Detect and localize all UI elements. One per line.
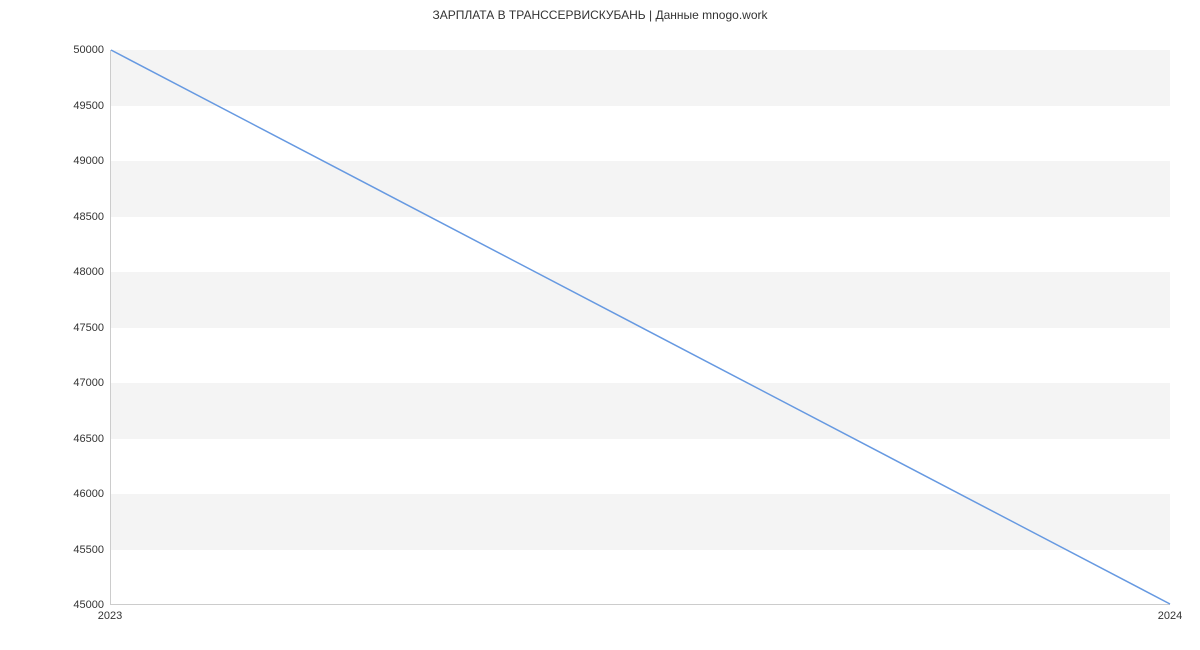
y-tick-label: 48000	[44, 266, 104, 278]
x-tick-label: 2024	[1158, 610, 1182, 622]
series-line	[111, 50, 1170, 604]
y-tick-label: 46500	[44, 433, 104, 445]
y-tick-label: 46000	[44, 488, 104, 500]
y-tick-label: 47000	[44, 377, 104, 389]
y-tick-label: 47500	[44, 322, 104, 334]
chart-title: ЗАРПЛАТА В ТРАНССЕРВИСКУБАНЬ | Данные mn…	[0, 8, 1200, 22]
y-tick-label: 48500	[44, 211, 104, 223]
plot-area	[110, 50, 1170, 605]
y-tick-label: 49000	[44, 155, 104, 167]
y-tick-label: 45000	[44, 599, 104, 611]
line-series	[111, 50, 1170, 604]
x-tick-label: 2023	[98, 610, 122, 622]
y-tick-label: 49500	[44, 100, 104, 112]
y-tick-label: 50000	[44, 44, 104, 56]
y-tick-label: 45500	[44, 544, 104, 556]
